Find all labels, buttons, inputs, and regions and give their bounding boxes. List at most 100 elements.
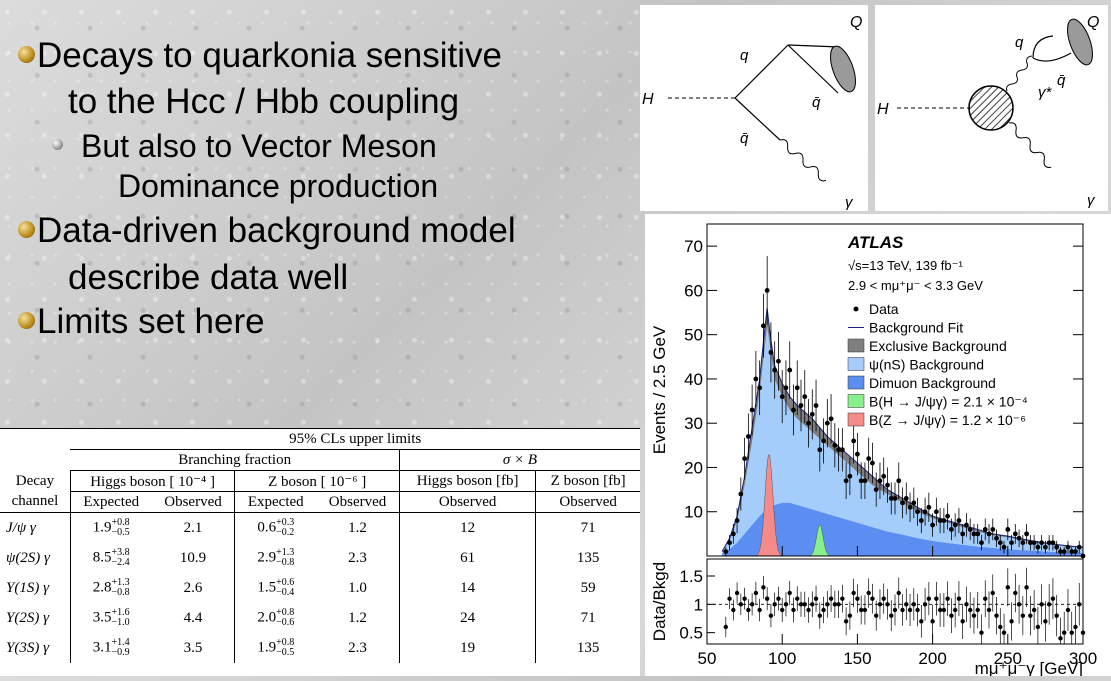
cell-z-observed: 1.2 xyxy=(316,512,400,543)
ratio-point xyxy=(945,596,950,601)
data-point xyxy=(779,394,785,400)
cell-z-observed: 1.0 xyxy=(316,573,400,603)
ratio-point xyxy=(1016,602,1022,607)
ratio-point xyxy=(1039,602,1044,607)
ratio-point xyxy=(1050,596,1056,601)
ratio-point xyxy=(847,613,853,618)
ratio-point xyxy=(858,607,864,613)
ratio-point xyxy=(1001,630,1007,635)
data-point xyxy=(949,527,954,532)
data-point xyxy=(1039,540,1045,546)
ratio-point xyxy=(723,624,728,630)
data-point xyxy=(1069,549,1075,554)
ratio-point xyxy=(757,607,762,613)
quark-label: q xyxy=(1015,34,1024,51)
gold-bullet-icon xyxy=(18,221,35,239)
data-point xyxy=(723,549,729,554)
data-point xyxy=(839,447,845,453)
table-title: 95% CLs upper limits xyxy=(70,428,640,450)
x-axis-label: mμ⁺μ⁻γ [GeV] xyxy=(975,659,1083,676)
cell-higgs-observed: 4.4 xyxy=(151,603,236,633)
table-row: Υ(1S) γ 2.8 +1.3 −0.8 2.6 1.5 +0.6 −0.4 1.0 14 59 xyxy=(0,573,640,603)
ratio-point xyxy=(851,590,856,596)
quarkonium-label: Q xyxy=(1087,14,1099,31)
cell-z-expected: 2.0 +0.8 −0.6 xyxy=(257,607,295,628)
ratio-point xyxy=(877,602,883,607)
data-point xyxy=(768,349,774,355)
higgs-signal-peak xyxy=(806,524,833,557)
ratio-point xyxy=(749,602,755,607)
ratio-point xyxy=(821,607,826,613)
data-point xyxy=(933,509,939,515)
data-point xyxy=(745,434,751,439)
data-point xyxy=(730,531,736,537)
cell-z-xs: 59 xyxy=(580,579,596,596)
ratio-point xyxy=(810,602,815,607)
ratio-point xyxy=(1069,630,1074,635)
ratio-point xyxy=(1013,590,1018,596)
legend-label: Dimuon Background xyxy=(869,375,996,391)
cell-channel: Υ(1S) γ xyxy=(0,573,71,603)
sub-header-observed: Observed xyxy=(399,491,537,513)
data-point xyxy=(1035,544,1041,550)
data-point xyxy=(1027,540,1033,546)
data-point xyxy=(776,358,781,364)
ratio-point xyxy=(889,613,894,618)
table-row: Υ(3S) γ 3.1 +1.4 −0.9 3.5 1.9 +0.8 −0.5 2.3 19 135 xyxy=(0,633,640,663)
col-header-higgs-xs: Higgs boson [fb] xyxy=(399,470,537,492)
cell-z-xs: 135 xyxy=(576,549,600,566)
ratio-point xyxy=(1080,630,1086,635)
bullet-item: Limits set here xyxy=(18,302,265,342)
data-point xyxy=(727,540,732,546)
data-point xyxy=(817,447,823,453)
data-point xyxy=(1076,544,1082,550)
y-tick-label: 70 xyxy=(684,237,703,256)
sub-header-expected: Expected xyxy=(70,491,152,513)
legend-label: B(Z → J/ψγ) = 1.2 × 10⁻⁶ xyxy=(869,412,1026,428)
ratio-tick-label: 1.5 xyxy=(679,567,703,586)
bullet-text: Limits set here xyxy=(37,302,265,341)
ratio-point xyxy=(975,607,980,613)
data-point xyxy=(749,407,755,413)
y-axis-label: Events / 2.5 GeV xyxy=(650,325,669,454)
y-tick-label: 20 xyxy=(684,458,703,477)
group-header-xs: σ × B xyxy=(399,449,640,471)
ratio-point xyxy=(968,607,973,613)
ratio-point xyxy=(1005,585,1010,590)
ratio-point xyxy=(813,596,819,601)
ratio-point xyxy=(798,602,804,607)
data-point xyxy=(809,411,815,417)
data-point xyxy=(798,403,804,408)
x-tick-label: 250 xyxy=(994,649,1022,668)
ratio-point xyxy=(825,602,830,607)
legend-swatch xyxy=(847,357,865,371)
data-point xyxy=(836,447,841,453)
data-point xyxy=(911,500,917,506)
data-point xyxy=(990,527,996,532)
data-point xyxy=(945,513,951,519)
ratio-point xyxy=(836,602,841,607)
ratio-point xyxy=(1031,607,1037,613)
data-point xyxy=(761,323,766,329)
data-point xyxy=(997,540,1003,546)
ratio-point xyxy=(1020,613,1026,618)
higgs-label: H xyxy=(877,101,889,118)
cell-higgs-expected: 3.5 +1.6 −1.0 xyxy=(92,607,130,628)
bullet-continuation: to the Hcc / Hbb coupling xyxy=(68,82,460,121)
data-point xyxy=(806,420,811,426)
ratio-point xyxy=(896,590,901,596)
ratio-point xyxy=(742,596,747,601)
ratio-point xyxy=(802,602,807,607)
ratio-point xyxy=(949,613,954,618)
cell-higgs-expected: 1.9 +0.8 −0.5 xyxy=(92,517,130,538)
data-point xyxy=(843,478,849,484)
quark-label: q xyxy=(740,47,749,64)
cell-channel: Υ(2S) γ xyxy=(0,603,71,633)
cell-higgs-xs: 24 xyxy=(399,603,537,633)
ratio-point xyxy=(1043,619,1048,624)
data-point xyxy=(855,451,860,457)
ratio-point xyxy=(983,596,988,601)
data-point xyxy=(952,522,958,528)
data-point xyxy=(979,540,984,546)
mass-window-label: 2.9 < mμ⁺μ⁻ < 3.3 GeV xyxy=(848,278,983,293)
